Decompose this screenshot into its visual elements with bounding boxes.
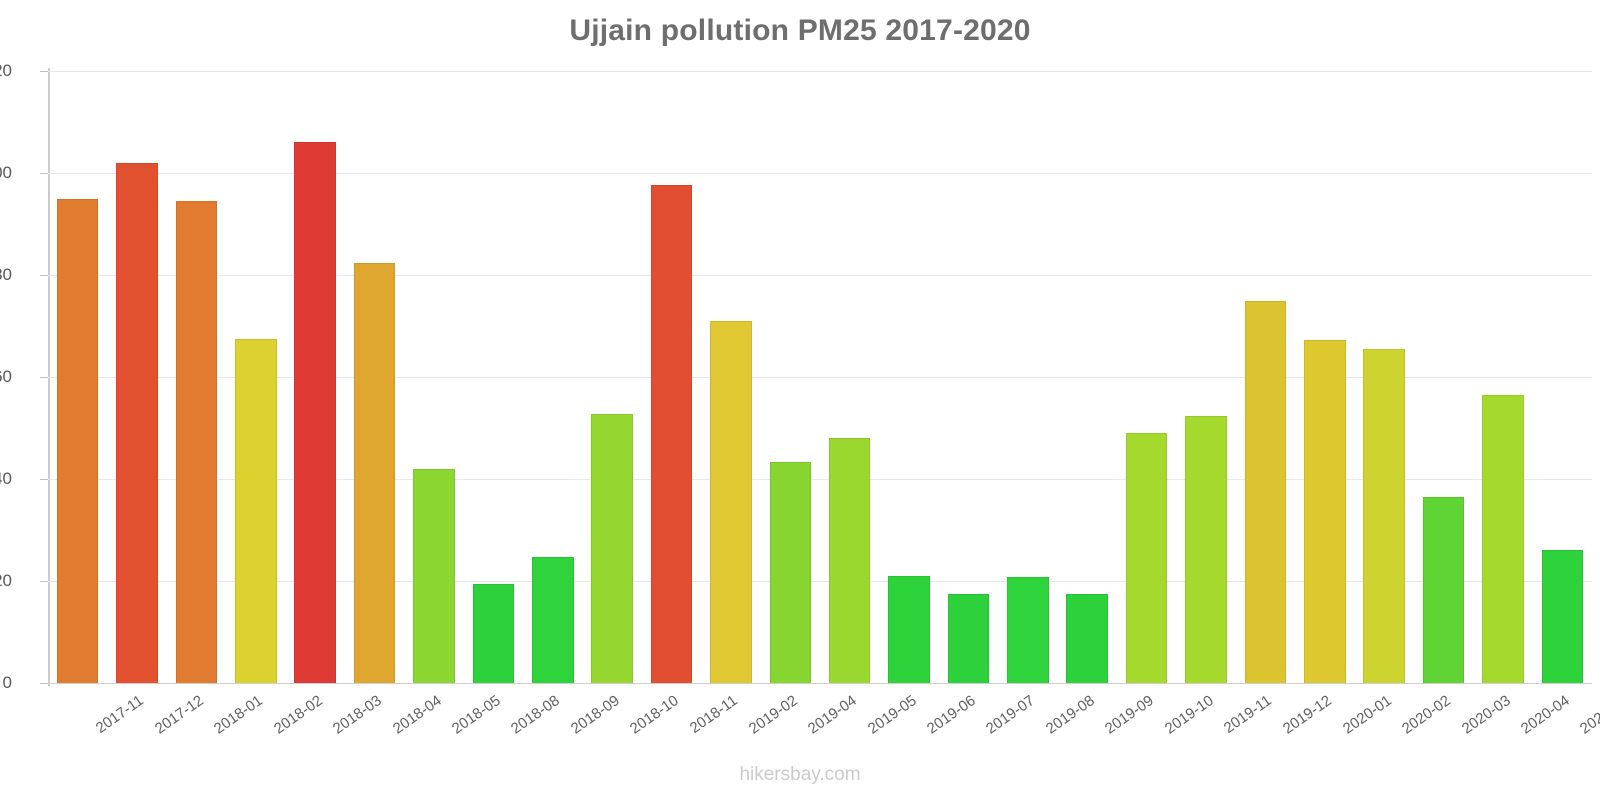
bar-2019-12[interactable] [1244, 301, 1287, 683]
chart-title: Ujjain pollution PM25 2017-2020 [569, 14, 1031, 47]
bar-2018-02[interactable] [235, 339, 277, 683]
bar-2018-04[interactable] [353, 263, 396, 683]
bar-2019-06[interactable] [888, 575, 930, 683]
gridline-100 [48, 173, 1592, 174]
gridline-40 [48, 479, 1592, 480]
bar-2019-08[interactable] [1007, 577, 1049, 683]
bar-2020-01[interactable] [1303, 340, 1346, 683]
x-tick-label-2017-12: 2017-12 [152, 692, 207, 738]
y-tick-label-100: 100 [0, 163, 12, 182]
gridline-0 [48, 683, 1592, 684]
watermark-label: hikersbay.com [739, 764, 861, 785]
gridline-60 [48, 377, 1592, 378]
x-tick-label-2017-11: 2017-11 [92, 692, 147, 737]
bar-2018-10[interactable] [591, 414, 633, 683]
bar-2019-05[interactable] [828, 438, 871, 683]
bar-2018-08[interactable] [472, 583, 515, 683]
x-tick-label-2019-05: 2019-05 [864, 692, 920, 738]
bar-2020-04[interactable] [1482, 394, 1524, 683]
x-tick-label-2018-04: 2018-04 [389, 692, 445, 738]
y-tick-mark-0 [40, 683, 49, 684]
y-tick-label-20: 20 [0, 571, 12, 590]
x-tick-label-2018-03: 2018-03 [330, 692, 386, 738]
x-tick-label-2020-03: 2020-03 [1458, 692, 1514, 738]
bar-2019-04[interactable] [769, 462, 812, 683]
x-tick-label-2019-04: 2019-04 [805, 692, 861, 738]
bar-2018-09[interactable] [531, 557, 574, 683]
bar-2020-02[interactable] [1363, 349, 1405, 683]
x-tick-label-2019-09: 2019-09 [1102, 692, 1158, 738]
y-tick-label-40: 40 [0, 469, 12, 488]
bar-2018-01[interactable] [175, 200, 218, 683]
bar-2019-09[interactable] [1066, 594, 1108, 683]
y-tick-mark-60 [40, 377, 49, 378]
x-tick-label-2018-02: 2018-02 [270, 692, 326, 738]
bar-2018-05[interactable] [413, 468, 455, 683]
x-tick-label-2020-05: 2020-05 [1577, 692, 1600, 738]
y-tick-label-60: 60 [0, 367, 12, 386]
x-tick-label-2019-12: 2019-12 [1280, 692, 1336, 738]
x-tick-label-2019-08: 2019-08 [1042, 692, 1098, 738]
x-tick-label-2018-11: 2018-11 [686, 692, 741, 737]
x-tick-label-2019-11: 2019-11 [1220, 692, 1275, 737]
y-tick-label-120: 120 [0, 61, 12, 80]
x-tick-label-2020-02: 2020-02 [1399, 692, 1454, 738]
x-tick-label-2020-04: 2020-04 [1517, 692, 1573, 738]
x-tick-label-2020-01: 2020-01 [1339, 692, 1395, 738]
x-axis-labels: 2017-11 2017-12 2018-01 2018-02 2018-03 2018-… [48, 686, 1600, 766]
bar-2019-02[interactable] [710, 320, 752, 683]
bar-2018-03[interactable] [294, 142, 336, 683]
y-tick-label-0: 0 [2, 673, 12, 692]
x-tick-label-2019-02: 2019-02 [745, 692, 801, 738]
bar-2017-11[interactable] [56, 198, 99, 683]
y-tick-mark-100 [40, 173, 49, 174]
x-tick-label-2018-01: 2018-01 [211, 692, 267, 738]
x-tick-label-2019-10: 2019-10 [1161, 692, 1217, 738]
bar-2020-05[interactable] [1541, 550, 1584, 683]
x-tick-label-2019-07: 2019-07 [983, 692, 1039, 738]
y-tick-label-80: 80 [0, 265, 12, 284]
x-tick-label-2019-06: 2019-06 [924, 692, 979, 738]
bar-2019-10[interactable] [1125, 433, 1168, 683]
plot-area [48, 71, 1592, 684]
bar-2017-12[interactable] [116, 162, 158, 683]
gridline-20 [48, 581, 1592, 582]
y-tick-mark-80 [40, 275, 49, 276]
y-tick-mark-20 [40, 581, 49, 582]
y-tick-mark-40 [40, 479, 49, 480]
gridline-80 [48, 275, 1592, 276]
y-tick-mark-120 [40, 71, 49, 72]
gridline-120 [48, 71, 1592, 72]
x-tick-label-2018-10: 2018-10 [627, 692, 682, 738]
bar-2018-11[interactable] [650, 184, 693, 683]
x-tick-label-2018-09: 2018-09 [567, 692, 623, 738]
bar-2019-07[interactable] [947, 593, 990, 683]
x-tick-label-2018-05: 2018-05 [448, 692, 504, 738]
bar-2019-11[interactable] [1185, 415, 1227, 683]
bar-2020-03[interactable] [1422, 496, 1465, 683]
x-tick-label-2018-08: 2018-08 [508, 692, 564, 738]
